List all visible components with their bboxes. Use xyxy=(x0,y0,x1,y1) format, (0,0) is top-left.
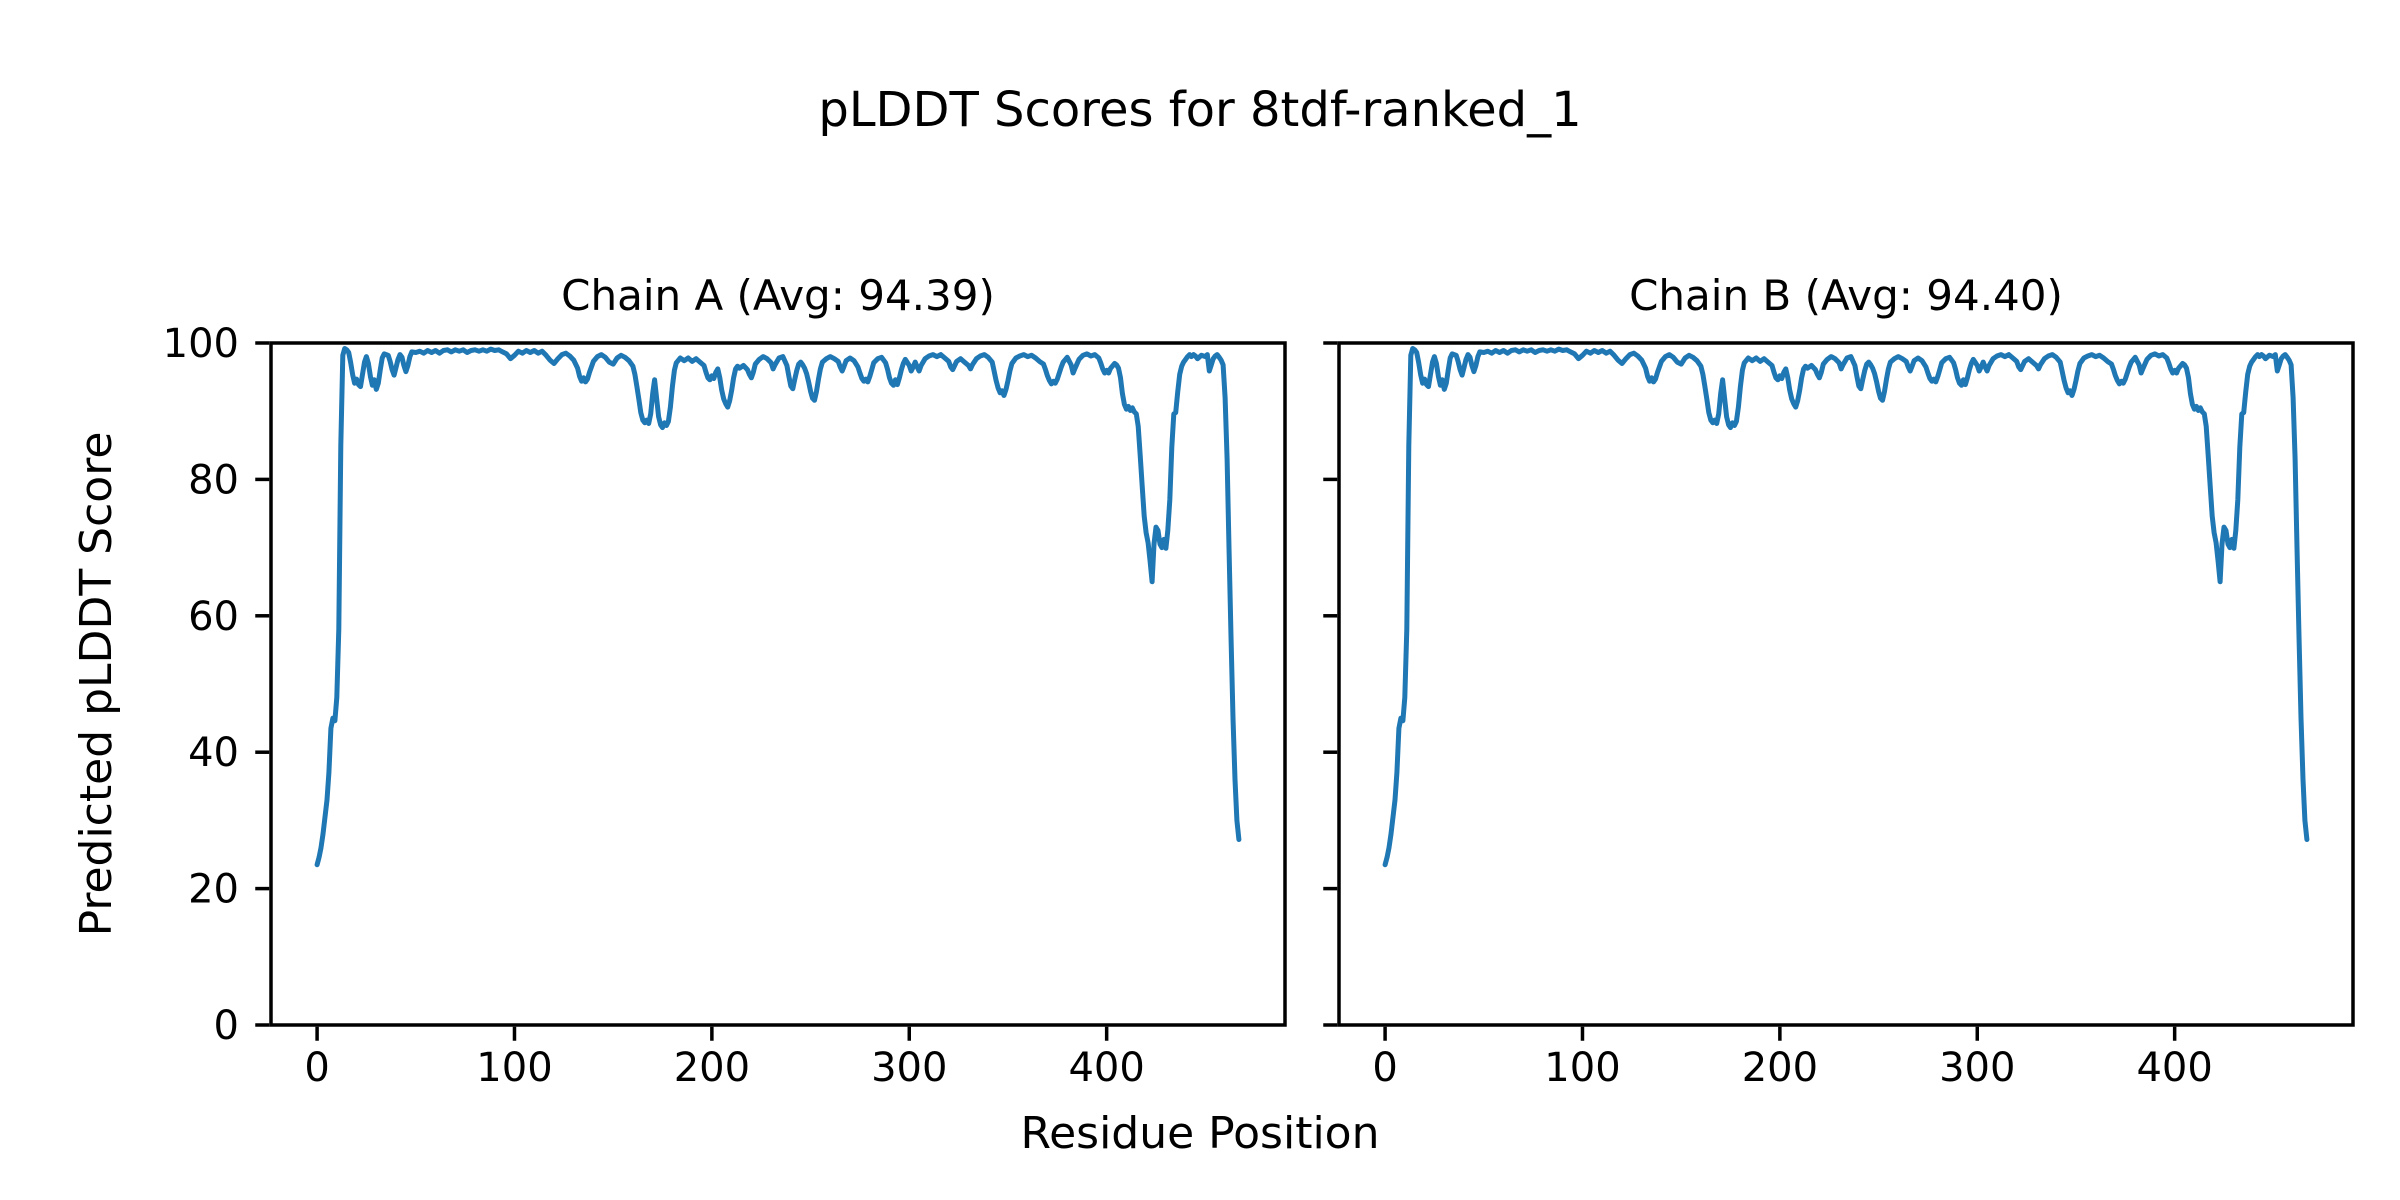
y-tick-label: 20 xyxy=(188,867,239,913)
figure-title: pLDDT Scores for 8tdf-ranked_1 xyxy=(818,82,1582,138)
y-tick-label: 40 xyxy=(188,730,239,776)
axes-spines-chain-a xyxy=(269,341,1287,1027)
x-tick-label-chain-b: 300 xyxy=(1939,1045,2015,1091)
x-tick-label-chain-a: 300 xyxy=(871,1045,947,1091)
x-tick-label-chain-a: 0 xyxy=(304,1045,329,1091)
y-tick-label: 0 xyxy=(214,1003,239,1049)
plddt-line-chain-a xyxy=(314,346,1242,868)
x-axis-label: Residue Position xyxy=(1020,1108,1380,1159)
y-tick-label: 80 xyxy=(188,457,239,503)
x-tick-label-chain-b: 0 xyxy=(1372,1045,1397,1091)
plddt-line-chain-b xyxy=(1382,346,2310,868)
axes-spines-chain-b xyxy=(1337,341,2355,1027)
chain-b-subplot-title: Chain B (Avg: 94.40) xyxy=(1629,271,2063,320)
chain-a-subplot-title: Chain A (Avg: 94.39) xyxy=(561,271,995,320)
y-tick-label: 60 xyxy=(188,594,239,640)
x-tick-label-chain-a: 100 xyxy=(476,1045,552,1091)
x-tick-label-chain-a: 200 xyxy=(674,1045,750,1091)
x-tick-label-chain-b: 100 xyxy=(1544,1045,1620,1091)
y-tick-label: 100 xyxy=(163,321,239,367)
x-tick-label-chain-a: 400 xyxy=(1068,1045,1144,1091)
x-tick-label-chain-b: 200 xyxy=(1742,1045,1818,1091)
x-tick-label-chain-b: 400 xyxy=(2136,1045,2212,1091)
